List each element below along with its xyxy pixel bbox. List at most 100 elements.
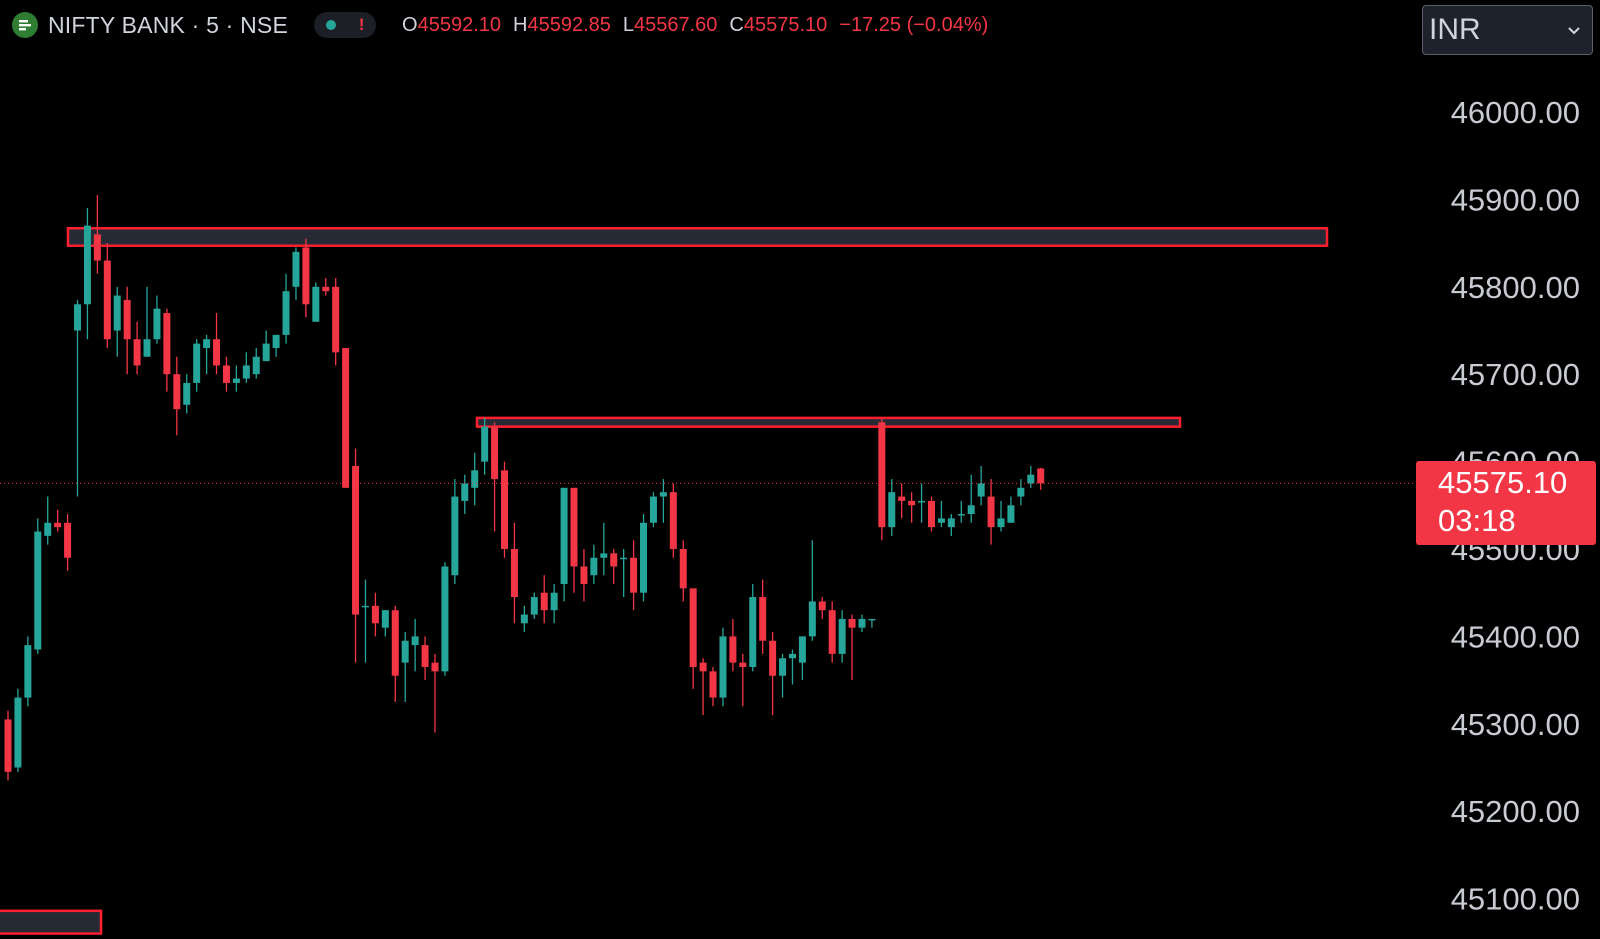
candle <box>640 514 648 602</box>
candle-body <box>381 610 389 628</box>
zone-box-1[interactable] <box>475 416 1182 428</box>
candle-body <box>878 422 886 528</box>
candle-body <box>550 592 558 611</box>
candle <box>34 518 42 654</box>
ohlc-close: C45575.10 <box>729 13 828 36</box>
chevron-down-icon <box>1568 27 1580 35</box>
candle-body <box>937 518 945 523</box>
market-open-dot-icon <box>325 20 336 30</box>
candle <box>163 308 171 392</box>
candle-body <box>580 566 588 584</box>
candle <box>630 540 638 611</box>
currency-select[interactable]: INR <box>1422 5 1593 55</box>
zone-box-2[interactable] <box>0 909 103 935</box>
candle-body <box>501 470 508 549</box>
candle-body <box>471 470 479 488</box>
zone-box-0[interactable] <box>66 226 1329 247</box>
bar-countdown: 03:18 <box>1438 503 1516 538</box>
candle-body <box>252 356 260 375</box>
candle-series <box>4 195 1045 781</box>
candle-body <box>481 426 489 462</box>
candle-body <box>113 295 121 331</box>
candle-body <box>570 487 578 567</box>
candle-body <box>798 636 806 663</box>
candle-body <box>590 557 598 576</box>
candle <box>828 601 836 663</box>
candle <box>232 365 240 392</box>
candle-body <box>977 483 985 497</box>
candle <box>570 487 578 593</box>
price-change: −17.25 (−0.04%) <box>839 13 989 36</box>
candle <box>361 579 369 663</box>
candle <box>312 282 320 322</box>
candle-body <box>491 426 499 480</box>
candle <box>242 352 250 383</box>
candle <box>1037 467 1045 490</box>
market-status-badge[interactable]: ! <box>314 12 377 38</box>
candle-body <box>232 378 240 383</box>
candle-body <box>371 605 379 624</box>
candle <box>848 614 856 681</box>
candle <box>779 653 787 698</box>
candle-body <box>540 592 548 611</box>
candle-body <box>103 260 111 340</box>
candle-body <box>213 339 221 366</box>
candle <box>123 286 131 375</box>
ohlc-low: L45567.60 <box>622 13 718 36</box>
candle-body <box>64 522 72 558</box>
price-tick-label: 45100.00 <box>1451 882 1580 917</box>
candle <box>113 286 121 357</box>
candle-body <box>679 549 687 589</box>
alert-icon: ! <box>358 15 365 34</box>
candle-body <box>888 492 896 528</box>
candle-body <box>530 597 538 615</box>
candle-body <box>302 247 310 305</box>
candle <box>262 330 270 362</box>
candle-body <box>342 347 350 488</box>
symbol-title[interactable]: NIFTY BANK · 5 · NSE <box>48 11 289 38</box>
candle-body <box>123 299 131 340</box>
candle <box>937 500 945 528</box>
candle <box>838 610 846 663</box>
candle <box>391 605 399 702</box>
candle <box>600 522 608 576</box>
candle <box>918 483 926 523</box>
candle-body <box>193 343 201 383</box>
candle-body <box>1027 474 1035 484</box>
candle-body <box>669 492 677 549</box>
currency-value: INR <box>1429 13 1481 46</box>
candle-body <box>1017 487 1025 497</box>
candle-body <box>520 614 528 624</box>
candle <box>1027 465 1035 488</box>
candle-body <box>262 343 270 362</box>
candle-body <box>272 334 280 348</box>
candle-body <box>451 496 459 576</box>
candle-body <box>858 618 866 628</box>
candle <box>83 208 91 340</box>
candle <box>103 243 111 348</box>
candle-body <box>153 308 161 340</box>
candle <box>193 339 201 392</box>
candle <box>481 417 489 475</box>
candle-body <box>838 618 846 654</box>
candle-body <box>828 610 836 654</box>
candle-body <box>788 653 796 659</box>
candle-body <box>927 500 935 528</box>
symbol-header: NIFTY BANK · 5 · NSE ! O45592.10 H45592.… <box>12 8 988 42</box>
candle-body <box>292 251 300 287</box>
candle-body <box>163 313 171 375</box>
candle <box>888 479 896 536</box>
candle <box>520 605 528 633</box>
candle <box>530 592 538 619</box>
candle <box>739 653 747 707</box>
candle <box>14 688 22 772</box>
candle-body <box>868 618 876 621</box>
candle-body <box>510 549 518 598</box>
candle-body <box>421 645 429 667</box>
candle-body <box>1037 468 1045 484</box>
candle-body <box>659 492 667 497</box>
candle <box>947 514 955 536</box>
candle-body <box>431 662 439 672</box>
candle-body <box>44 522 52 536</box>
